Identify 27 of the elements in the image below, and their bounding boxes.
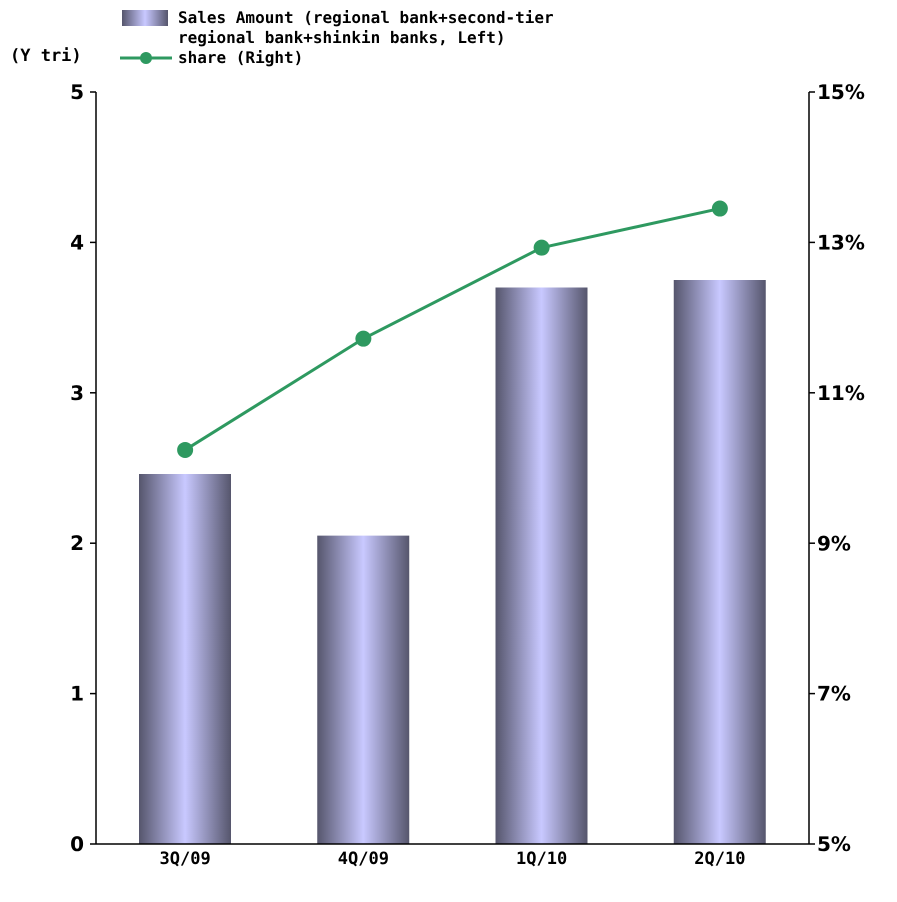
y2-tick-label: 9%: [817, 531, 851, 556]
y2-tick-label: 15%: [817, 80, 865, 104]
point: [177, 442, 194, 458]
y2-tick-label: 7%: [817, 682, 851, 706]
y-tick-label: 3: [70, 380, 84, 405]
point: [712, 200, 728, 217]
bar: [317, 536, 410, 844]
bar: [496, 288, 588, 844]
y-axis-title: (Y tri): [10, 46, 82, 66]
point: [534, 240, 550, 256]
legend-label: share (Right): [178, 48, 304, 68]
y-tick-label: 1: [70, 682, 84, 706]
y2-tick-label: 11%: [817, 380, 865, 405]
point: [355, 330, 372, 347]
y-tick-label: 0: [70, 832, 84, 856]
bar: [674, 280, 766, 844]
x-tick-label: 4Q/09: [338, 849, 389, 870]
y2-tick-label: 5%: [817, 832, 851, 856]
y2-tick-label: 13%: [817, 230, 865, 254]
x-tick-label: 1Q/10: [516, 849, 568, 870]
legend-label: Sales Amount (regional bank+second-tier regional bank+shinkin banks, Left): [178, 8, 555, 48]
y-tick-label: 5: [70, 80, 84, 104]
y-tick-label: 4: [70, 230, 84, 254]
x-tick-label: 2Q/10: [694, 849, 746, 870]
x-tick-label: 3Q/09: [160, 849, 211, 870]
bar: [139, 474, 231, 844]
y-tick-label: 2: [70, 531, 84, 556]
